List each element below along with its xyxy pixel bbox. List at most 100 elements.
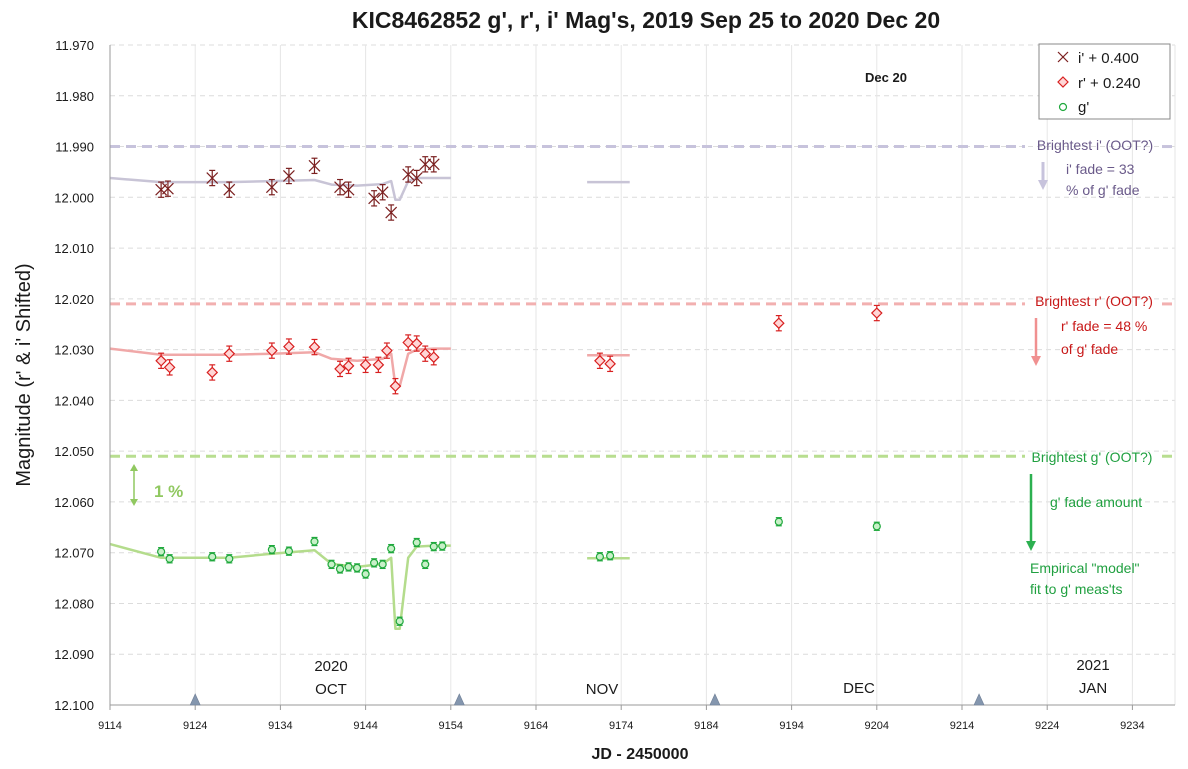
- x-tick-label: 9114: [98, 720, 122, 732]
- r-data-point: [266, 342, 278, 359]
- g-marker: [774, 517, 783, 526]
- y-tick-label: 12.070: [54, 546, 94, 561]
- i-marker-stroke: [223, 183, 236, 196]
- g-data-point: [310, 536, 319, 547]
- i-data-point: [419, 156, 432, 173]
- g-data-point: [344, 562, 353, 572]
- legend-g-label: g': [1078, 99, 1089, 116]
- x-tick-label: 9224: [1035, 720, 1059, 732]
- r-marker: [772, 317, 785, 330]
- brightest-i-label: Brightest i' (OOT?): [1037, 137, 1153, 153]
- brightest-r-label: Brightest r' (OOT?): [1035, 293, 1153, 309]
- r-marker: [206, 366, 219, 379]
- x-tick-labels: 9114 9124 9134 9144 9154 9164 9174 9184 9194 9204…: [98, 720, 1144, 732]
- r-marker: [266, 344, 278, 357]
- model-line1: Empirical "model": [1030, 560, 1140, 576]
- axes: [109, 45, 1175, 710]
- i-marker-stroke: [410, 172, 423, 184]
- x-tick-label: 9234: [1120, 720, 1144, 732]
- r-data-point: [389, 377, 402, 395]
- i-data-point: [427, 156, 440, 173]
- g-marker: [412, 538, 421, 547]
- g-data-point: [421, 559, 430, 570]
- r-data-point: [381, 342, 393, 359]
- y-tick-label: 12.000: [54, 190, 94, 205]
- i-marker-stroke: [385, 206, 398, 219]
- r-data-point: [870, 304, 883, 322]
- r-data-point: [427, 349, 440, 366]
- g-marker: [310, 537, 319, 546]
- g-marker: [595, 552, 605, 561]
- y-tick-label: 12.090: [54, 647, 94, 662]
- r-marker: [604, 357, 616, 370]
- r-data-point: [163, 359, 176, 376]
- r-marker: [372, 358, 385, 371]
- month-boundary-marker: [453, 693, 465, 706]
- r-marker: [163, 361, 176, 374]
- g-marker: [361, 569, 370, 579]
- legend-r-label: r' + 0.240: [1078, 75, 1141, 92]
- year-2020-label: 2020: [314, 658, 347, 675]
- g-marker: [387, 544, 396, 553]
- legend: i' + 0.400 r' + 0.240 g': [1038, 43, 1171, 120]
- x-tick-label: 9154: [439, 720, 463, 732]
- one-percent-label: 1 %: [154, 482, 183, 501]
- g-marker: [208, 552, 217, 561]
- x-tick-label: 9204: [865, 720, 889, 732]
- g-marker: [606, 551, 615, 560]
- g-data-point: [387, 543, 396, 554]
- legend-i-label: i' + 0.400: [1078, 50, 1139, 67]
- r-data-point: [342, 357, 355, 375]
- g-data-point: [606, 551, 615, 561]
- i-marker-stroke: [368, 192, 381, 205]
- i-data-point: [282, 167, 295, 185]
- r-marker: [381, 344, 393, 357]
- r-data-point: [223, 345, 236, 362]
- i-marker-stroke: [162, 182, 174, 195]
- data-points: [155, 156, 883, 626]
- r-data-point: [372, 356, 385, 374]
- r-data-point: [334, 360, 346, 378]
- y-tick-label: 11.990: [55, 140, 94, 155]
- month-markers: [189, 693, 985, 706]
- r-marker: [308, 341, 321, 353]
- x-tick-label: 9164: [524, 720, 548, 732]
- y-tick-label: 12.050: [54, 444, 94, 459]
- r-marker: [870, 307, 883, 319]
- y-tick-label: 12.010: [54, 241, 94, 256]
- x-tick-label: 9214: [950, 720, 974, 732]
- g-data-point: [267, 544, 276, 555]
- x-tick-label: 9144: [353, 720, 377, 732]
- r-marker: [359, 358, 372, 371]
- i-marker-stroke: [334, 181, 346, 194]
- r-data-point: [359, 356, 372, 374]
- g-marker: [421, 560, 430, 569]
- g-data-point: [361, 569, 370, 579]
- r-marker: [419, 347, 432, 360]
- y-tick-label: 11.980: [55, 89, 94, 104]
- legend-g-marker: [1058, 102, 1068, 112]
- i-marker-stroke: [342, 183, 355, 196]
- g-marker: [344, 562, 353, 572]
- g-data-point: [395, 616, 404, 626]
- g-marker: [284, 547, 294, 556]
- month-dec-label: DEC: [843, 680, 875, 697]
- g-marker: [395, 617, 404, 626]
- i-marker-stroke: [206, 172, 219, 184]
- month-boundary-marker: [709, 693, 721, 706]
- month-jan-label: JAN: [1079, 680, 1107, 697]
- g-data-point: [774, 517, 783, 527]
- r-marker: [410, 337, 423, 350]
- g-data-point: [157, 547, 166, 557]
- fit-curves: [109, 176, 630, 631]
- i-marker-stroke: [402, 168, 415, 181]
- g-marker: [352, 563, 362, 573]
- x-axis-label: JD - 2450000: [592, 746, 689, 763]
- legend-i-marker: [1057, 51, 1069, 63]
- reference-lines: [110, 145, 1175, 458]
- g-marker: [267, 545, 276, 554]
- i-data-point: [376, 184, 389, 201]
- r-marker: [402, 336, 415, 349]
- g-marker: [378, 560, 387, 569]
- r-marker: [594, 354, 606, 367]
